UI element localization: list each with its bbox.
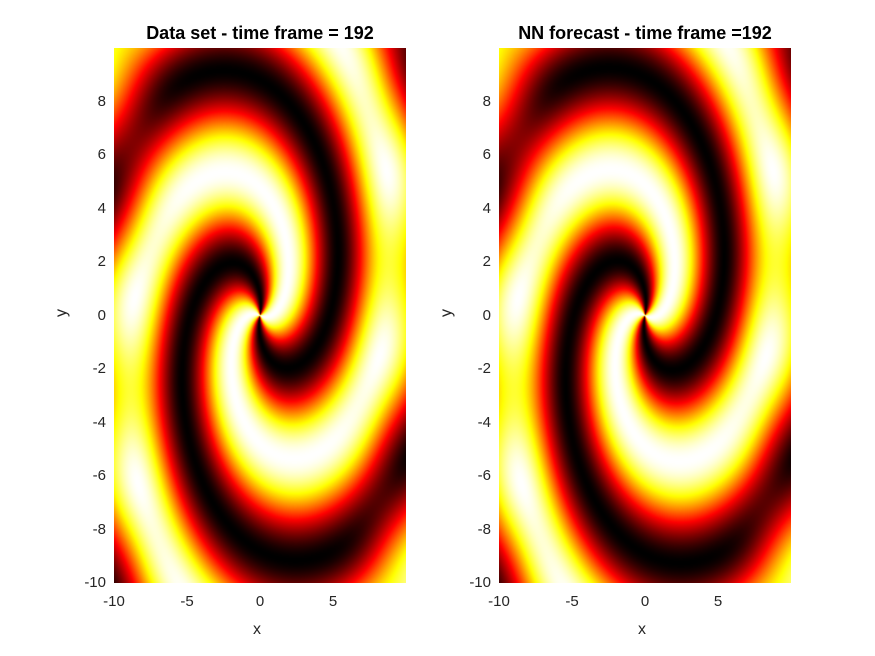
y-tick-label: -10	[84, 574, 106, 591]
heatmap-plot-area	[499, 48, 791, 583]
y-tick-label: 8	[482, 92, 491, 110]
x-tick-label: 5	[713, 593, 723, 610]
y-tick-label: 6	[482, 146, 491, 163]
y-tick-label: -6	[477, 467, 491, 484]
y-tick-label: 8	[97, 92, 106, 110]
y-tick-label: -8	[477, 520, 491, 538]
y-tick-label: 4	[482, 199, 491, 217]
y-tick-label: 0	[482, 306, 491, 324]
y-axis-label: y	[438, 308, 455, 317]
y-tick-label: -2	[477, 360, 491, 377]
heatmap-canvas	[114, 48, 406, 583]
y-axis-label: y	[53, 308, 70, 317]
y-tick-label: 6	[97, 146, 106, 163]
x-tick-label: -5	[565, 593, 579, 610]
y-tick-label: 0	[97, 306, 106, 324]
x-tick-label: 5	[328, 593, 338, 610]
x-tick-label: 0	[255, 593, 265, 610]
x-axis-label: x	[638, 621, 646, 638]
heatmap-canvas	[499, 48, 791, 583]
x-tick-label: 0	[640, 593, 650, 610]
y-tick-label: -4	[477, 413, 491, 431]
panel-title: Data set - time frame = 192	[146, 23, 374, 43]
y-tick-label: -8	[92, 520, 106, 538]
y-tick-label: -6	[92, 467, 106, 484]
y-tick-label: -2	[92, 360, 106, 377]
heatmap-plot-area	[114, 48, 406, 583]
y-tick-label: 2	[482, 253, 491, 270]
y-tick-label: -10	[469, 574, 491, 591]
y-tick-label: -4	[92, 413, 106, 431]
y-tick-label: 2	[97, 253, 106, 270]
x-tick-label: -10	[488, 593, 510, 610]
x-axis-label: x	[253, 621, 261, 638]
x-tick-label: -10	[103, 593, 125, 610]
x-tick-label: -5	[180, 593, 194, 610]
panel-title: NN forecast - time frame =192	[518, 23, 772, 43]
y-tick-label: 4	[97, 199, 106, 217]
